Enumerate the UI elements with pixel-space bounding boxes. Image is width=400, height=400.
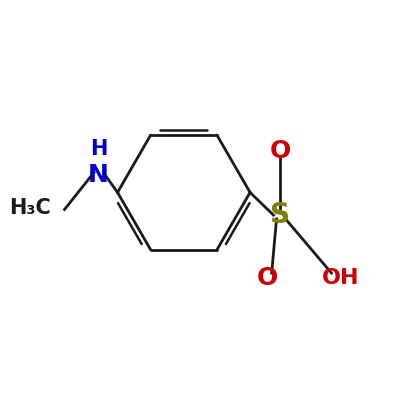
Text: H: H <box>90 139 107 159</box>
Text: H₃C: H₃C <box>10 198 51 218</box>
Text: O: O <box>270 139 291 163</box>
Text: O: O <box>256 266 278 290</box>
Text: S: S <box>270 201 290 229</box>
Text: N: N <box>88 163 109 187</box>
Text: OH: OH <box>322 268 360 288</box>
